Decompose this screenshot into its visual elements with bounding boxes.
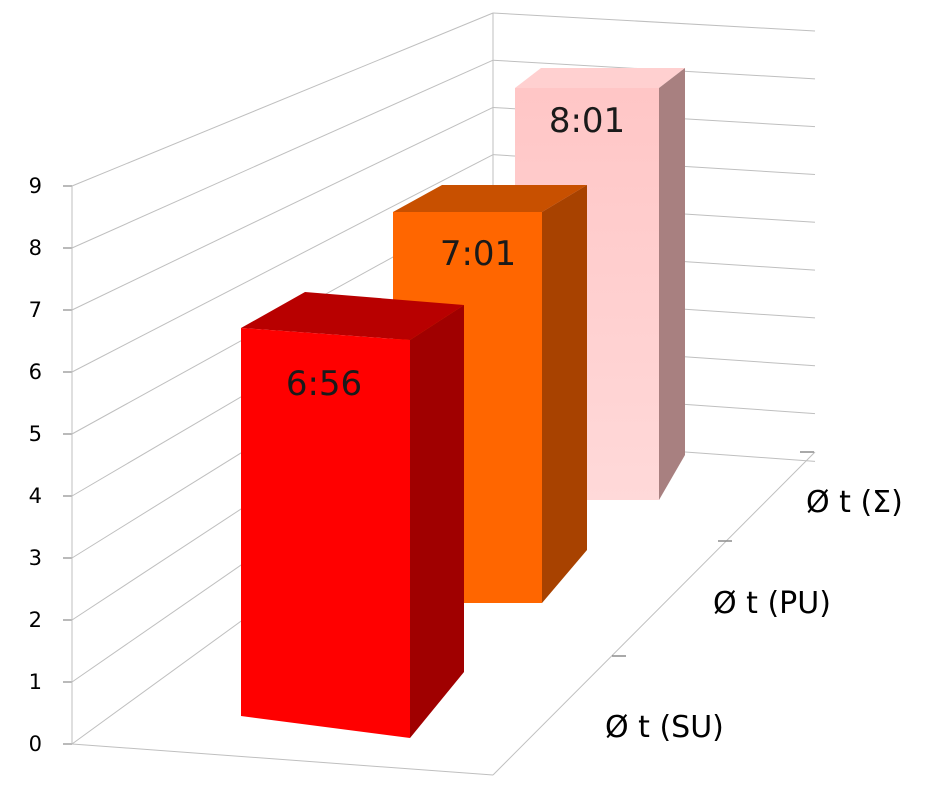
category-label-2: Ø t (PU)	[713, 586, 831, 621]
ytick-label-0: 0	[29, 732, 42, 756]
floor-axis	[71, 451, 816, 776]
y-axis: 0 1 2 3 4 5 6 7 8 9	[29, 174, 73, 756]
bar-2-top	[393, 185, 587, 212]
gridline-left-7	[71, 106, 494, 311]
bar-1-front	[241, 328, 410, 738]
data-label-3: 8:01	[549, 101, 625, 141]
ytick-label-3: 3	[29, 546, 42, 570]
ytick-label-1: 1	[29, 670, 42, 694]
ytick-label-9: 9	[29, 174, 42, 198]
bar-3-side	[659, 68, 685, 500]
ytick-label-5: 5	[29, 422, 42, 446]
gridline-left-6	[71, 154, 494, 373]
gridline-left-8	[71, 59, 494, 249]
ytick-label-6: 6	[29, 360, 42, 384]
gridline-back-9	[492, 12, 816, 32]
bar-1-top	[241, 292, 464, 340]
category-label-3: Ø t (Σ)	[806, 485, 903, 520]
gridline-left-9	[71, 12, 494, 187]
ytick-label-7: 7	[29, 298, 42, 322]
category-label-1: Ø t (SU)	[605, 710, 724, 745]
data-label-2: 7:01	[440, 234, 516, 274]
bar-1-side	[410, 305, 464, 738]
floor-front-edge	[71, 743, 494, 776]
bar-2-side	[542, 185, 587, 603]
data-label-1: 6:56	[286, 364, 362, 404]
bar-3-top	[515, 68, 685, 88]
ytick-label-2: 2	[29, 608, 42, 632]
ytick-label-4: 4	[29, 484, 42, 508]
ytick-label-8: 8	[29, 236, 42, 260]
bar-series-1: 6:56	[241, 292, 464, 738]
floor-depth-axis	[492, 451, 816, 776]
